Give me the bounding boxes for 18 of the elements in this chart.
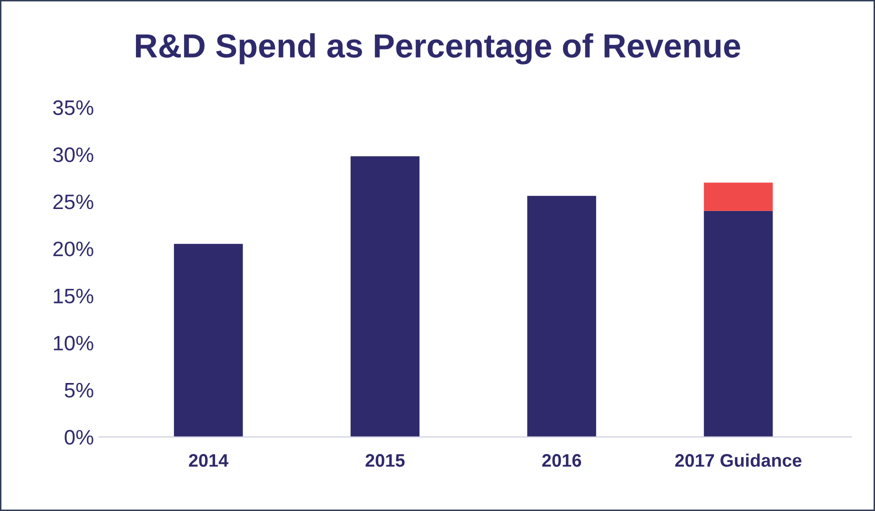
bar (704, 210, 773, 437)
y-tick-label: 20% (53, 242, 94, 256)
x-tick-label: 2015 (366, 454, 405, 467)
x-tick-label: 2014 (188, 454, 228, 467)
bar (350, 156, 420, 437)
y-tick-label: 25% (53, 194, 94, 210)
x-tick-label: 2017 Guidance (675, 454, 802, 467)
y-tick-label: 15% (54, 288, 94, 304)
y-tick-label: 5% (64, 382, 94, 398)
bar (174, 244, 243, 437)
y-tick-label: 10% (54, 336, 94, 350)
chart-title: R&D Spend as Percentage of Revenue (136, 33, 740, 64)
bar (704, 182, 773, 211)
y-tick-label: 30% (53, 147, 94, 162)
y-tick-label: 35% (53, 100, 94, 116)
bar (527, 196, 596, 437)
y-tick-label: 0% (64, 430, 94, 445)
x-tick-label: 2016 (542, 454, 582, 467)
